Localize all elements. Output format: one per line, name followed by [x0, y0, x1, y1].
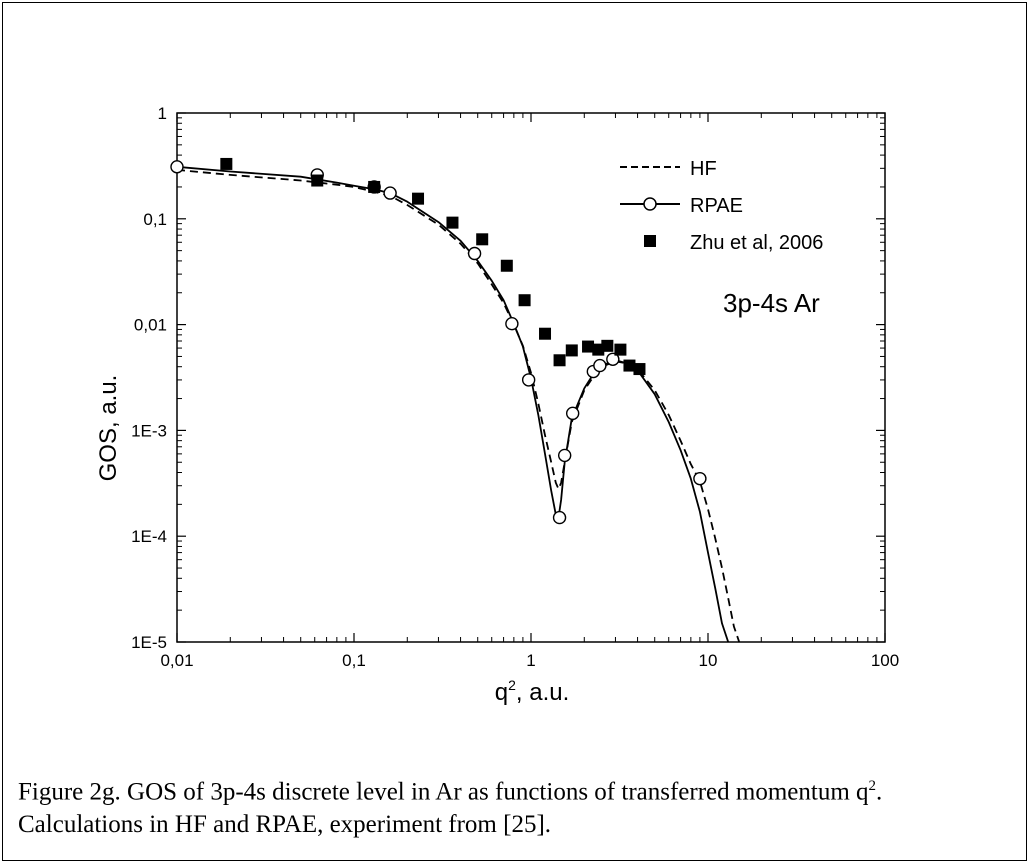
- rpae-point: [467, 246, 482, 261]
- y-axis-title: GOS, a.u.: [95, 375, 122, 482]
- y-tick-label: 1E-4: [131, 527, 167, 546]
- legend-rpae-label: RPAE: [690, 195, 743, 217]
- legend-hf-label: HF: [690, 158, 717, 180]
- rpae-point: [505, 316, 519, 331]
- zhu-point: [500, 259, 513, 272]
- zhu-point: [582, 340, 595, 353]
- zhu-point: [518, 294, 531, 307]
- x-tick-label: 0,1: [342, 651, 366, 670]
- y-tick-label: 1E-3: [131, 421, 167, 440]
- rpae-point: [552, 510, 567, 525]
- y-tick-label: 1: [158, 104, 167, 123]
- zhu-point: [311, 174, 324, 187]
- zhu-point: [476, 233, 489, 246]
- x-tick-label: 1: [526, 651, 535, 670]
- rpae-point: [593, 358, 607, 373]
- rpae-point: [565, 406, 580, 421]
- hf-curve: [176, 169, 741, 643]
- zhu-point: [412, 192, 425, 205]
- x-axis-title-suffix: , a.u.: [516, 679, 569, 706]
- rpae-point: [557, 448, 572, 463]
- y-tick-label: 0,1: [143, 210, 167, 229]
- axis-ticks: [176, 112, 886, 643]
- y-tick-label: 0,01: [134, 316, 167, 335]
- tick-labels: 0,01 0,1 1 10 100 1E-5 1E-4 1E-3 0,01 0,1 1: [131, 104, 899, 670]
- zhu-point: [565, 344, 578, 357]
- zhu-point: [368, 180, 381, 193]
- zhu-point: [539, 327, 552, 340]
- legend: HF RPAE Zhu et al, 2006: [620, 158, 823, 254]
- x-tick-label: 0,01: [160, 651, 193, 670]
- zhu-point: [601, 339, 614, 352]
- rpae-point: [693, 471, 707, 486]
- rpae-point: [521, 373, 536, 387]
- legend-zhu-label: Zhu et al, 2006: [690, 232, 823, 254]
- rpae-point: [606, 352, 620, 366]
- zhu-point: [220, 157, 233, 170]
- zhu-point: [592, 343, 605, 356]
- x-tick-label: 100: [871, 651, 899, 670]
- zhu-point: [633, 363, 646, 376]
- plot-markers: [170, 157, 707, 525]
- zhu-point: [553, 354, 566, 367]
- x-axis-title-sup: 2: [508, 677, 516, 693]
- zhu-point: [446, 216, 459, 229]
- rpae-point: [170, 160, 184, 174]
- x-axis-title-main: q: [495, 679, 508, 706]
- rpae-point: [383, 186, 397, 200]
- y-tick-label: 1E-5: [131, 633, 167, 652]
- zhu-point: [623, 359, 636, 372]
- figure-caption: Figure 2g. GOS of 3p-4s discrete level i…: [18, 778, 883, 839]
- legend-zhu-marker: [644, 235, 656, 247]
- chart-annotation: 3p-4s Ar: [723, 288, 820, 318]
- x-tick-label: 10: [699, 651, 718, 670]
- legend-rpae-marker: [643, 197, 657, 211]
- x-axis-title: q2, a.u.: [495, 677, 570, 706]
- zhu-point: [614, 343, 627, 356]
- gos-chart: 0,01 0,1 1 10 100 1E-5 1E-4 1E-3 0,01 0,1 1 GOS, a…: [95, 104, 899, 706]
